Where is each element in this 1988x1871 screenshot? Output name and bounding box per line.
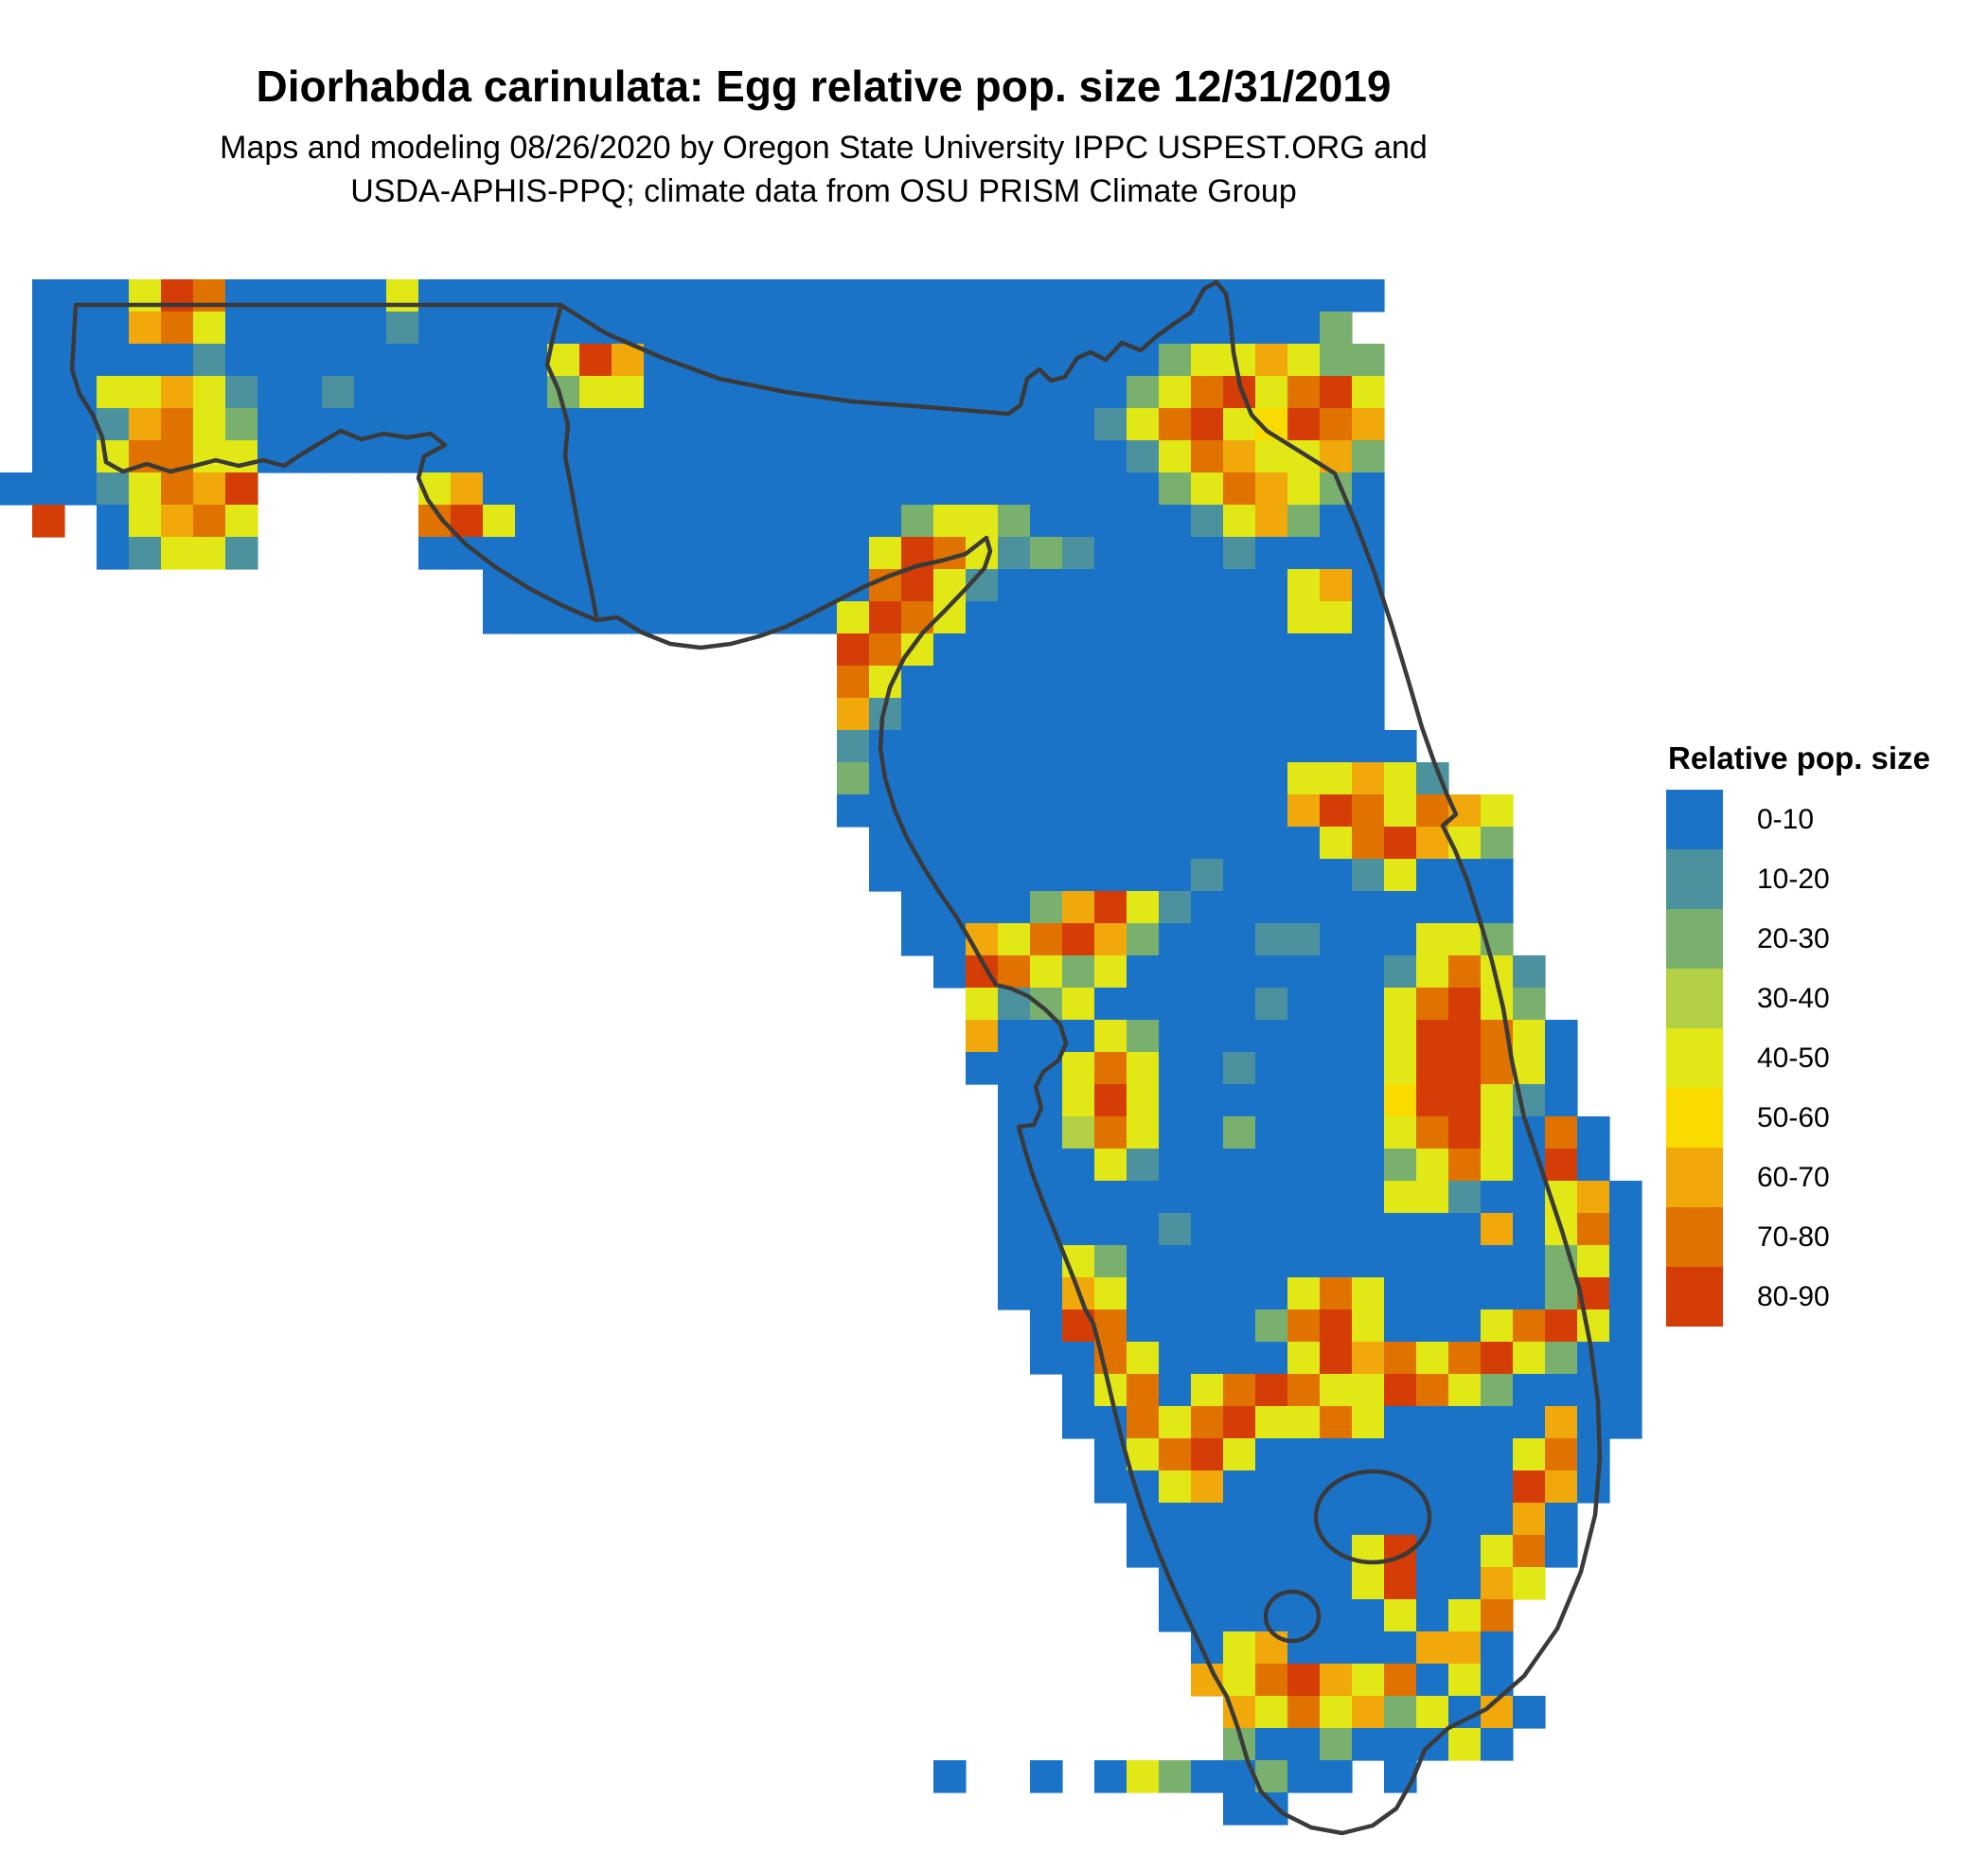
legend-entry: 50-60 — [1666, 1088, 1979, 1148]
legend-label: 0-10 — [1757, 803, 1815, 835]
legend-label: 50-60 — [1757, 1101, 1830, 1133]
legend-swatch-50-60 — [1666, 1088, 1723, 1148]
legend-label: 30-40 — [1757, 982, 1830, 1014]
legend-entry: 0-10 — [1666, 790, 1979, 849]
legend-entry: 10-20 — [1666, 849, 1979, 909]
legend-label: 80-90 — [1757, 1280, 1830, 1312]
legend-swatch-70-80 — [1666, 1207, 1723, 1267]
legend-title: Relative pop. size — [1668, 740, 1930, 775]
chart-subtitle-line2: USDA-APHIS-PPQ; climate data from OSU PR… — [350, 172, 1297, 209]
legend-entry: 70-80 — [1666, 1207, 1979, 1267]
legend-entry: 30-40 — [1666, 969, 1979, 1028]
chart-subtitle: Maps and modeling 08/26/2020 by Oregon S… — [0, 127, 1647, 214]
lake-okeechobee-outline — [1313, 1469, 1432, 1565]
legend-swatch-60-70 — [1666, 1148, 1723, 1207]
whitewater-bay-outline — [1263, 1589, 1322, 1644]
chart-subtitle-line1: Maps and modeling 08/26/2020 by Oregon S… — [220, 130, 1428, 166]
chart-header: Diorhabda carinulata: Egg relative pop. … — [0, 61, 1647, 214]
legend-swatch-40-50 — [1666, 1028, 1723, 1088]
state-outline — [69, 279, 1603, 1836]
legend-label: 20-30 — [1757, 922, 1830, 954]
legend-rows: 0-10 10-20 20-30 30-40 40-50 50-60 60-70 70-80 8… — [1666, 790, 1979, 1327]
legend-swatch-10-20 — [1666, 849, 1723, 909]
chart-title: Diorhabda carinulata: Egg relative pop. … — [256, 62, 1392, 111]
legend-label: 70-80 — [1757, 1221, 1830, 1253]
legend-entry: 40-50 — [1666, 1028, 1979, 1088]
legend-label: 10-20 — [1757, 863, 1830, 895]
legend-swatch-20-30 — [1666, 909, 1723, 969]
map-legend: Relative pop. size 0-10 10-20 20-30 30-40 40… — [1666, 740, 1979, 1327]
legend-swatch-30-40 — [1666, 969, 1723, 1028]
legend-entry: 20-30 — [1666, 909, 1979, 969]
legend-label: 40-50 — [1757, 1042, 1830, 1074]
legend-swatch-0-10 — [1666, 790, 1723, 849]
legend-swatch-80-90 — [1666, 1267, 1723, 1327]
legend-label: 60-70 — [1757, 1161, 1830, 1193]
raster-cells — [0, 279, 1642, 1826]
legend-entry: 80-90 — [1666, 1267, 1979, 1327]
apalachicola-river-line — [544, 305, 599, 620]
legend-entry: 60-70 — [1666, 1148, 1979, 1207]
florida-boundary-outline — [69, 279, 1603, 1836]
